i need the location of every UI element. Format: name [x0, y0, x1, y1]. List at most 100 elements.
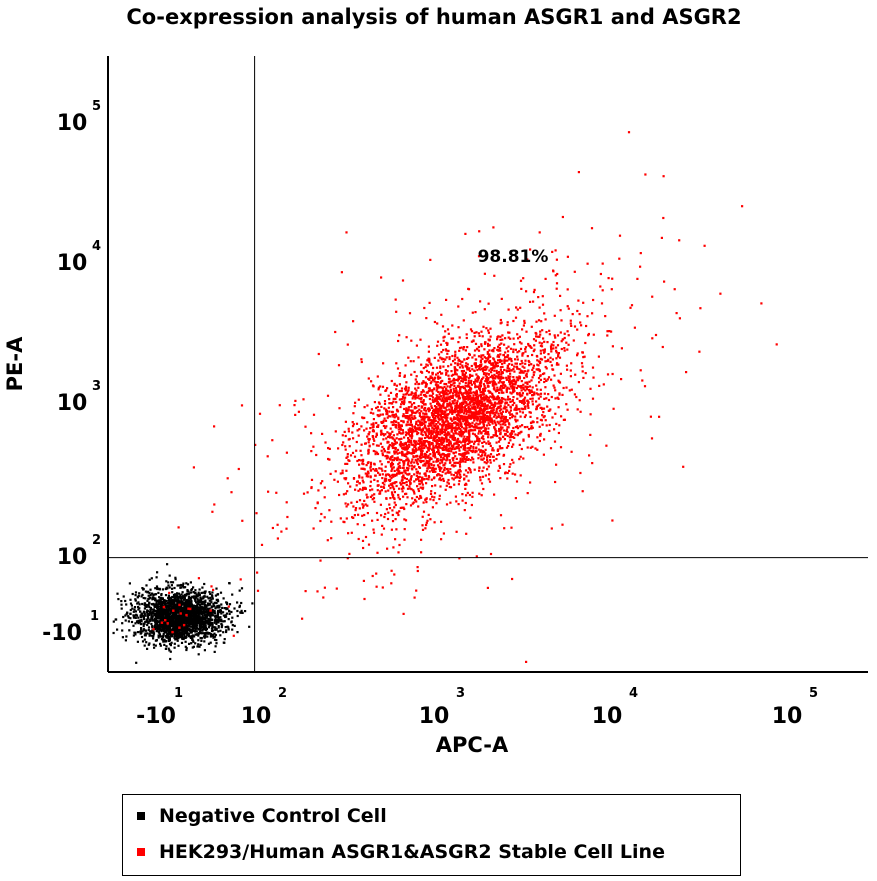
stable-line-point [495, 372, 498, 375]
stable-line-point [431, 396, 434, 399]
stable-line-point [508, 469, 511, 472]
stable-line-point [550, 350, 553, 353]
stable-line-point [529, 300, 532, 303]
stable-line-point [520, 287, 523, 290]
stable-line-point [552, 340, 555, 344]
stable-line-point [400, 432, 403, 435]
negative-control-point [215, 598, 218, 601]
negative-control-point [176, 631, 179, 634]
stable-line-point [487, 436, 490, 439]
stable-line-point [432, 460, 435, 463]
stable-line-point [558, 424, 561, 427]
stable-line-point [529, 397, 532, 400]
negative-control-point [196, 600, 200, 603]
stable-line-point [450, 464, 453, 467]
negative-control-point [189, 625, 192, 628]
stable-line-point [556, 344, 560, 347]
negative-control-point [208, 632, 211, 635]
stable-line-point [355, 500, 359, 503]
stable-line-point [390, 582, 393, 585]
negative-control-point [167, 613, 170, 616]
stable-line-point [561, 523, 564, 526]
stable-line-point [391, 442, 394, 445]
stable-line-point [379, 385, 382, 388]
negative-control-point [199, 618, 202, 621]
stable-line-point [535, 406, 538, 409]
stable-line-point [508, 417, 512, 420]
stable-line-point [553, 386, 556, 389]
negative-control-point [179, 600, 182, 603]
stable-line-point [377, 424, 380, 427]
stable-line-point [464, 396, 467, 399]
stable-line-point [438, 370, 441, 373]
stable-line-point [435, 383, 438, 386]
stable-line-point [544, 365, 547, 369]
negative-control-point [213, 650, 216, 653]
negative-control-point [202, 624, 205, 627]
stable-line-point [639, 369, 642, 372]
stable-line-point [554, 397, 557, 400]
stable-line-point [397, 417, 400, 420]
stable-line-point [410, 460, 413, 463]
stable-line-point [446, 467, 449, 471]
negative-control-point [158, 599, 161, 602]
stable-line-point [518, 377, 521, 380]
stable-line-point [411, 392, 414, 395]
negative-control-point [240, 601, 243, 605]
stable-line-point [481, 475, 485, 478]
stable-line-point [451, 422, 454, 425]
stable-line-point [444, 472, 447, 475]
stable-line-point [469, 397, 472, 400]
negative-control-point [192, 596, 195, 599]
stable-line-point [467, 383, 470, 386]
negative-control-point [198, 599, 201, 602]
stable-line-point [421, 524, 424, 527]
stable-line-point [489, 420, 493, 423]
negative-control-point [159, 597, 162, 600]
negative-control-point [204, 622, 207, 625]
stable-line-point [388, 443, 391, 447]
stable-line-point [393, 469, 396, 472]
stable-line-point [485, 375, 488, 379]
negative-control-point [224, 615, 227, 619]
stable-line-point [463, 435, 466, 438]
stable-line-point [440, 399, 443, 402]
negative-control-point [217, 616, 220, 619]
stable-line-point [512, 443, 515, 446]
negative-control-point [164, 599, 167, 602]
negative-control-point [112, 620, 115, 623]
stable-line-point [516, 425, 519, 428]
stable-line-point [590, 227, 594, 230]
stable-line-point [382, 421, 385, 424]
stable-line-point [448, 426, 451, 430]
stable-line-point [483, 450, 486, 453]
stable-line-point [357, 489, 360, 492]
stable-line-point [392, 413, 395, 417]
stable-line-point [368, 431, 371, 434]
stable-line-point [375, 511, 379, 515]
stable-line-point [400, 437, 403, 440]
stable-line-point [482, 391, 485, 394]
stable-line-point [390, 421, 393, 424]
negative-control-point [170, 584, 173, 587]
stable-line-point [464, 381, 467, 385]
stable-line-point [449, 417, 452, 420]
stable-line-point [441, 429, 444, 432]
negative-control-point [168, 637, 171, 640]
stable-line-point [446, 471, 449, 474]
negative-control-point [209, 616, 212, 619]
negative-control-point [162, 628, 165, 632]
negative-control-point [142, 616, 145, 619]
stable-line-point [452, 377, 455, 380]
negative-control-point [124, 614, 127, 617]
negative-control-point [239, 611, 242, 614]
stable-line-point [402, 487, 405, 490]
negative-control-point [168, 574, 171, 577]
negative-control-point [130, 620, 134, 624]
stable-line-point [445, 387, 448, 390]
negative-control-point [135, 613, 138, 616]
stable-line-point [380, 433, 383, 436]
stable-line-point [498, 427, 501, 431]
stable-line-point [565, 364, 568, 367]
negative-control-point [154, 644, 157, 647]
